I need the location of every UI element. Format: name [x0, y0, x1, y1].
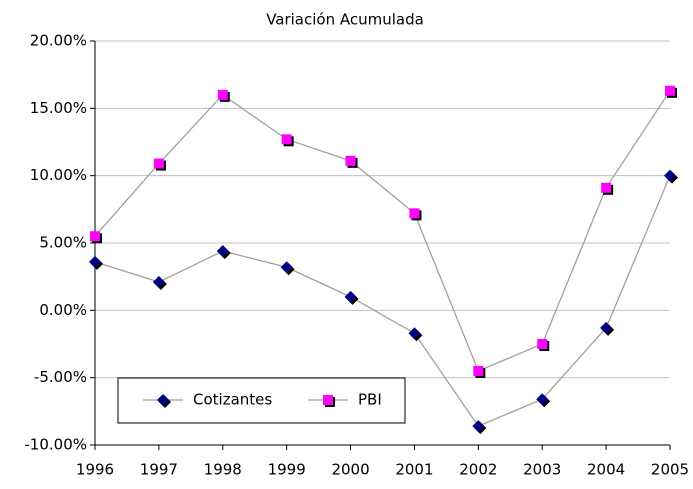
marker	[600, 321, 615, 336]
marker-shape	[472, 420, 485, 433]
legend-label: Cotizantes	[193, 391, 272, 409]
marker-shape	[89, 255, 101, 268]
y-tick-label: 10.00%	[30, 166, 87, 184]
marker	[153, 158, 166, 171]
marker	[408, 327, 423, 342]
marker	[344, 290, 359, 305]
marker-shape	[664, 169, 676, 182]
marker	[665, 85, 677, 98]
marker-shape	[281, 134, 292, 145]
x-tick-label: 2004	[587, 461, 625, 479]
marker	[280, 261, 295, 276]
marker-shape	[408, 327, 421, 340]
x-tick-label: 2003	[523, 461, 561, 479]
marker	[601, 182, 614, 195]
x-tick-label: 2002	[459, 461, 497, 479]
marker-shape	[153, 158, 164, 169]
marker-shape	[601, 182, 612, 193]
marker	[536, 393, 551, 408]
marker-shape	[323, 395, 333, 405]
marker-shape	[344, 290, 357, 303]
marker-shape	[90, 231, 100, 242]
marker-shape	[217, 89, 228, 100]
marker-shape	[280, 261, 293, 274]
marker-shape	[665, 85, 675, 96]
x-tick-label: 1997	[140, 461, 178, 479]
marker	[345, 155, 358, 168]
marker	[323, 395, 335, 407]
marker-shape	[537, 339, 548, 349]
marker-shape	[157, 394, 169, 406]
series-line	[94, 175, 671, 427]
marker	[473, 365, 486, 378]
marker-shape	[600, 321, 613, 334]
x-tick-label: 1996	[76, 461, 114, 479]
legend-label: PBI	[358, 391, 382, 409]
x-tick-label: 2001	[395, 461, 433, 479]
x-tick-label: 1999	[268, 461, 306, 479]
y-tick-label: 20.00%	[30, 32, 87, 50]
y-tick-label: -5.00%	[34, 368, 87, 386]
x-tick-label: 1998	[204, 461, 242, 479]
marker-shape	[409, 208, 420, 219]
marker	[409, 208, 422, 221]
y-tick-label: -10.00%	[24, 436, 87, 454]
y-tick-label: 0.00%	[39, 301, 87, 319]
series-line	[94, 90, 671, 372]
marker	[89, 255, 103, 270]
marker-shape	[473, 365, 484, 376]
y-tick-label: 15.00%	[30, 99, 87, 117]
x-tick-label: 2005	[651, 461, 689, 479]
y-tick-label: 5.00%	[39, 234, 87, 252]
marker	[537, 339, 550, 351]
marker-shape	[152, 276, 165, 289]
marker	[157, 394, 171, 408]
marker-shape	[536, 393, 549, 406]
marker	[216, 245, 231, 260]
marker	[664, 169, 678, 184]
marker	[472, 420, 487, 435]
marker-shape	[216, 245, 229, 258]
x-tick-label: 2000	[331, 461, 369, 479]
marker	[90, 231, 102, 244]
marker-shape	[345, 155, 356, 166]
marker	[281, 134, 294, 147]
marker	[217, 89, 230, 102]
marker	[152, 276, 167, 291]
chart-title: Variación Acumulada	[266, 11, 424, 29]
